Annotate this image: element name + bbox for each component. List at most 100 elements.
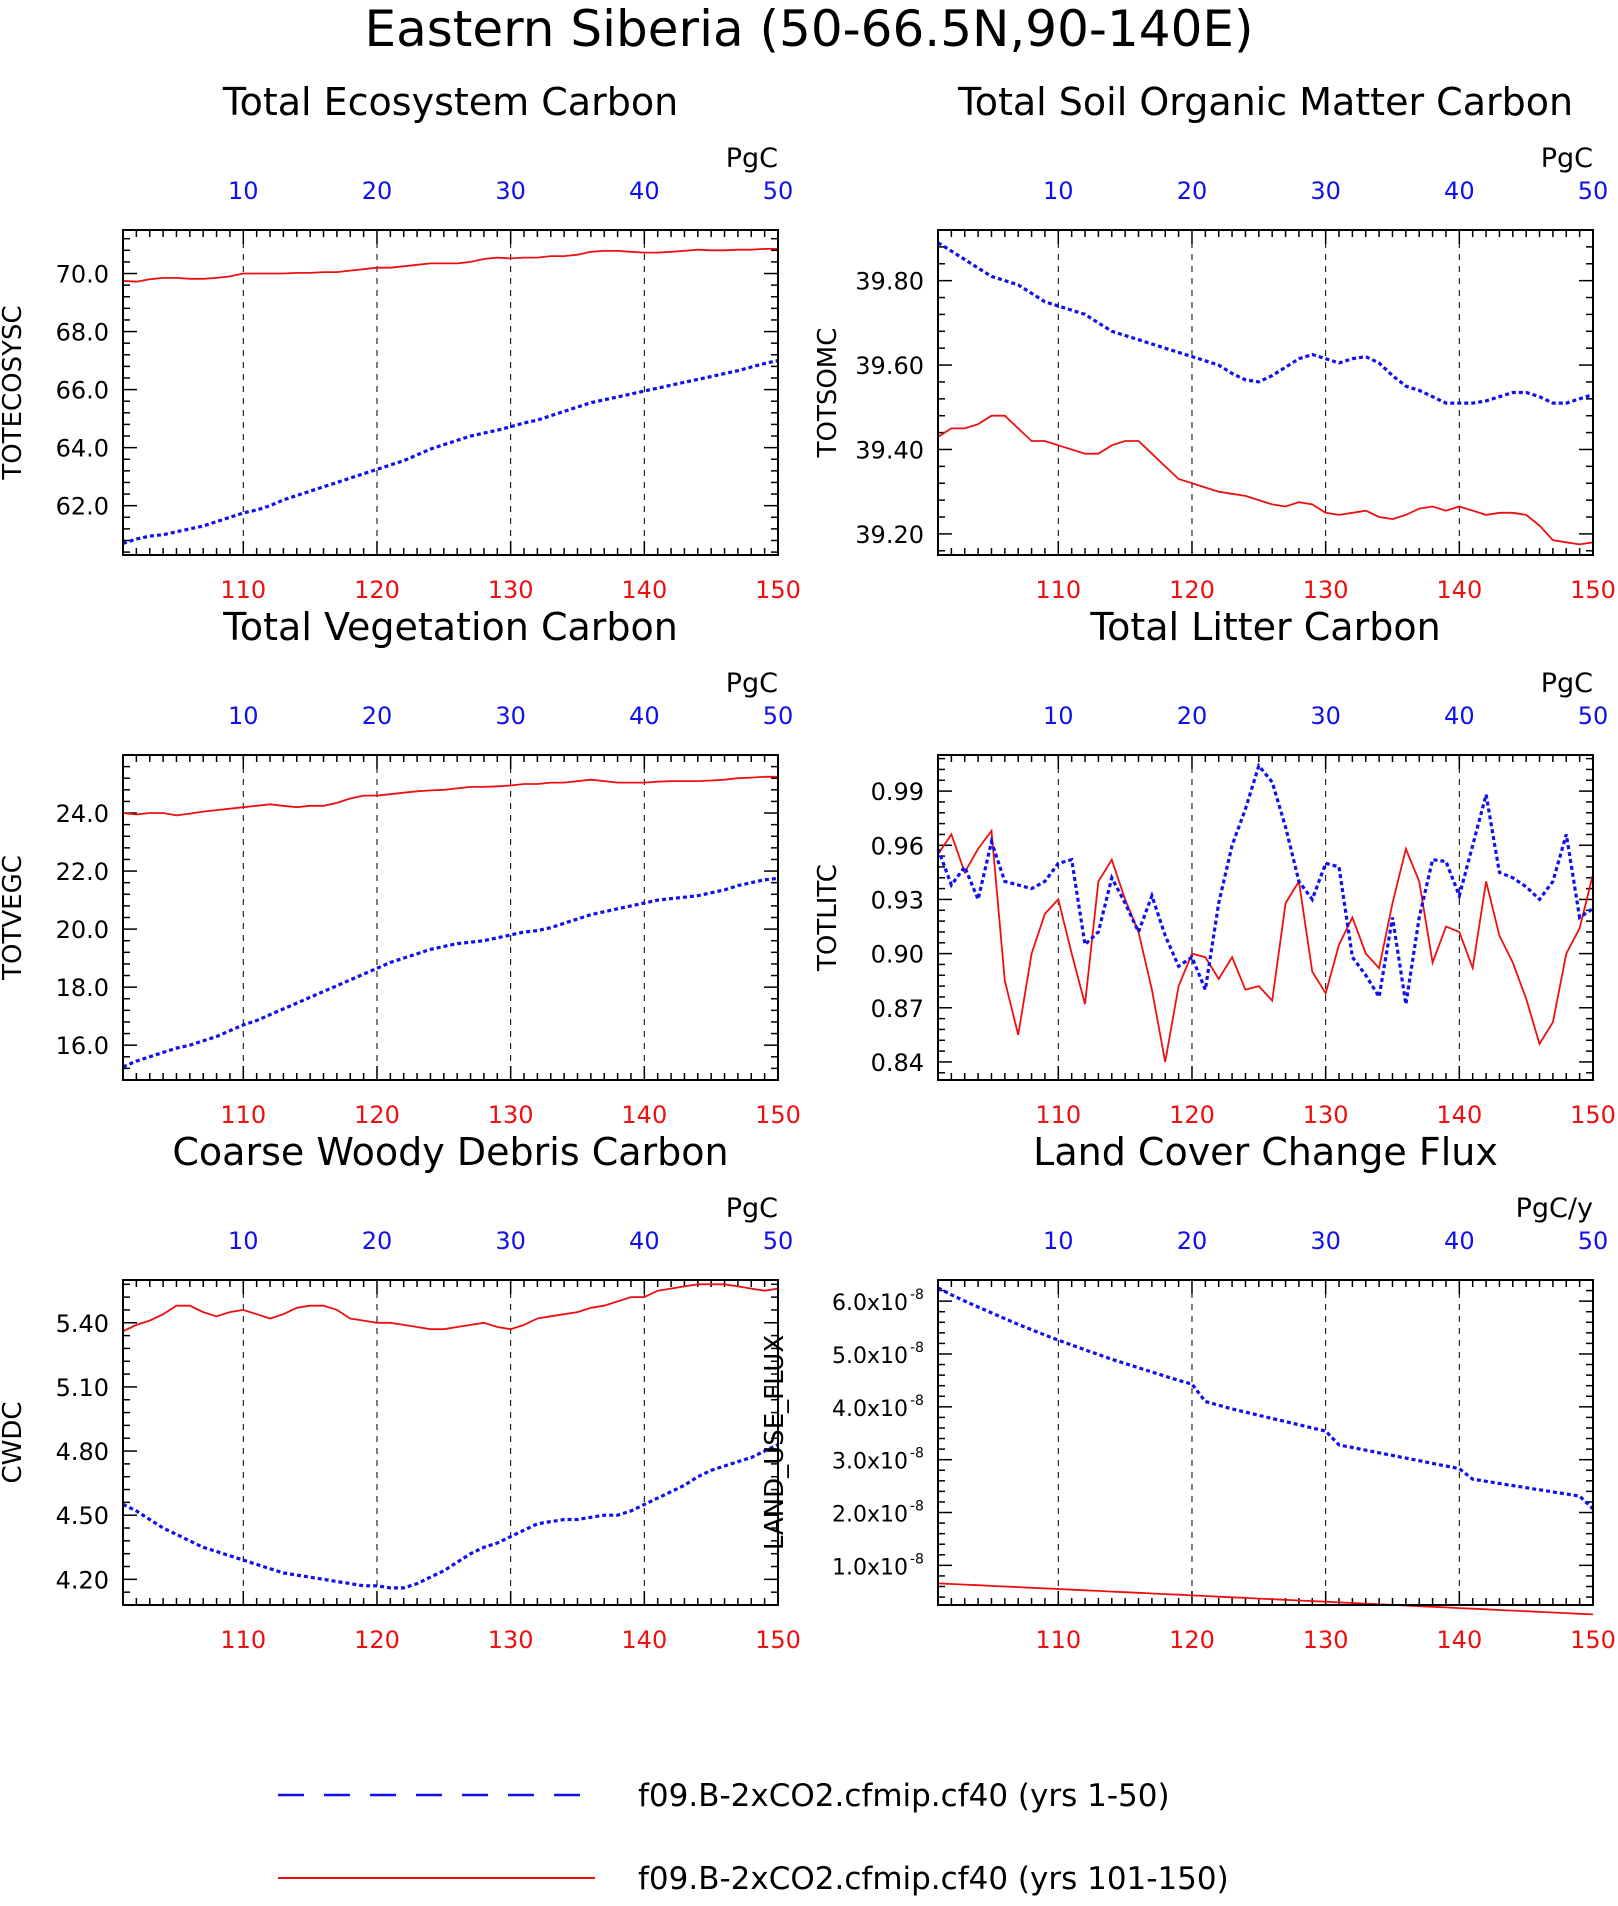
legend: f09.B-2xCO2.cfmip.cf40 (yrs 1-50) f09.B-… <box>278 1778 1229 1897</box>
x-tick-label-bottom: 140 <box>621 1626 667 1654</box>
y-tick-exponent: -8 <box>910 1340 924 1356</box>
y-axis-label: TOTECOSYSC <box>0 305 28 480</box>
x-tick-label-bottom: 120 <box>354 1626 400 1654</box>
x-tick-label-bottom: 140 <box>621 1101 667 1129</box>
x-tick-label-top: 10 <box>1043 1227 1074 1255</box>
x-tick-label-top: 50 <box>763 177 794 205</box>
series-line-yrs-1-50 <box>937 241 1594 405</box>
series-line-yrs-1-50 <box>122 1443 779 1590</box>
chart-title: Land Cover Change Flux <box>1033 1130 1498 1174</box>
x-tick-label-top: 40 <box>1444 1227 1475 1255</box>
y-tick-label: 24.0 <box>56 800 109 828</box>
x-tick-label-bottom: 150 <box>755 576 801 604</box>
x-tick-label-bottom: 120 <box>1169 1101 1215 1129</box>
x-tick-label-top: 40 <box>629 177 660 205</box>
x-tick-label-top: 50 <box>763 702 794 730</box>
y-tick-exponent: -8 <box>910 1551 924 1567</box>
y-axis-label: TOTLITC <box>813 864 843 972</box>
x-tick-label-bottom: 130 <box>1303 1626 1349 1654</box>
chart-panel-2: Total Soil Organic Matter Carbon PgC 110 12… <box>813 80 1616 604</box>
chart-panel-5: Coarse Woody Debris Carbon PgC 110 120 130 14… <box>0 1130 801 1654</box>
chart-panel-6: Land Cover Change Flux PgC/y 110 120 130 140 1… <box>760 1130 1616 1654</box>
series-line-yrs-1-50 <box>122 876 779 1069</box>
y-tick-label: 4.50 <box>56 1502 109 1530</box>
x-tick-label-top: 10 <box>1043 702 1074 730</box>
x-tick-label-top: 50 <box>1578 702 1609 730</box>
x-tick-label-bottom: 110 <box>1035 1101 1081 1129</box>
x-tick-label-bottom: 130 <box>1303 576 1349 604</box>
y-tick-label: 62.0 <box>56 493 109 521</box>
series-line-yrs-101-150 <box>122 1283 779 1333</box>
x-tick-label-top: 40 <box>629 702 660 730</box>
chart-panels: Total Ecosystem Carbon PgC 110 120 130 140 150… <box>0 80 1616 1654</box>
x-tick-label-top: 30 <box>1310 177 1341 205</box>
legend-label-yrs-1-50: f09.B-2xCO2.cfmip.cf40 (yrs 1-50) <box>638 1778 1170 1814</box>
series-line-yrs-101-150 <box>937 828 1594 1063</box>
x-tick-label-bottom: 110 <box>1035 1626 1081 1654</box>
y-tick-label: 0.93 <box>871 886 924 914</box>
x-tick-label-bottom: 150 <box>1570 1101 1616 1129</box>
y-tick-label: 5.0x10 <box>832 1344 908 1369</box>
y-tick-exponent: -8 <box>910 1446 924 1462</box>
x-tick-label-bottom: 130 <box>488 1101 534 1129</box>
y-tick-label: 0.96 <box>871 832 924 860</box>
y-tick-label: 3.0x10 <box>832 1450 908 1475</box>
series-line-yrs-101-150 <box>937 414 1594 546</box>
x-tick-label-top: 50 <box>763 1227 794 1255</box>
x-tick-label-bottom: 120 <box>354 576 400 604</box>
units-label: PgC <box>1541 143 1593 174</box>
series-line-yrs-1-50 <box>937 1286 1595 1510</box>
x-tick-label-bottom: 130 <box>488 576 534 604</box>
plot-frame <box>122 1279 779 1606</box>
x-tick-label-top: 20 <box>1177 1227 1208 1255</box>
y-tick-label: 4.80 <box>56 1438 109 1466</box>
x-tick-label-top: 40 <box>1444 177 1475 205</box>
y-tick-label: 2.0x10 <box>832 1503 908 1528</box>
y-tick-label: 16.0 <box>56 1032 109 1060</box>
x-tick-label-bottom: 140 <box>1436 576 1482 604</box>
x-tick-label-bottom: 120 <box>1169 576 1215 604</box>
y-axis-label: TOTVEGC <box>0 855 28 981</box>
plot-frame <box>937 1279 1594 1606</box>
series-line-yrs-101-150 <box>937 1582 1594 1616</box>
units-label: PgC <box>726 668 778 699</box>
series-line-yrs-1-50 <box>122 359 779 545</box>
x-tick-label-top: 20 <box>362 702 393 730</box>
x-tick-label-bottom: 150 <box>1570 576 1616 604</box>
y-tick-label: 0.99 <box>871 778 924 806</box>
x-tick-label-top: 30 <box>495 702 526 730</box>
plot-frame <box>122 229 779 556</box>
x-tick-label-top: 30 <box>1310 1227 1341 1255</box>
x-tick-label-bottom: 140 <box>621 576 667 604</box>
x-tick-label-bottom: 150 <box>1570 1626 1616 1654</box>
units-label: PgC <box>726 1193 778 1224</box>
y-tick-label: 39.20 <box>855 521 924 549</box>
x-tick-label-bottom: 140 <box>1436 1101 1482 1129</box>
x-tick-label-top: 20 <box>1177 177 1208 205</box>
y-tick-label: 66.0 <box>56 377 109 405</box>
plot-frame <box>937 754 1594 1081</box>
series-line-yrs-1-50 <box>936 762 1594 1005</box>
y-tick-exponent: -8 <box>910 1393 924 1409</box>
chart-panel-3: Total Vegetation Carbon PgC 110 120 130 140 15… <box>0 605 801 1129</box>
y-tick-label: 5.10 <box>56 1374 109 1402</box>
chart-title: Coarse Woody Debris Carbon <box>172 1130 728 1174</box>
x-tick-label-top: 10 <box>228 177 259 205</box>
y-tick-label: 0.87 <box>871 995 924 1023</box>
chart-title: Total Soil Organic Matter Carbon <box>957 80 1573 124</box>
x-tick-label-bottom: 130 <box>1303 1101 1349 1129</box>
x-tick-label-bottom: 110 <box>220 576 266 604</box>
x-tick-label-top: 50 <box>1578 1227 1609 1255</box>
x-tick-label-top: 10 <box>1043 177 1074 205</box>
y-tick-label: 22.0 <box>56 858 109 886</box>
chart-title: Total Vegetation Carbon <box>222 605 678 649</box>
y-tick-label: 4.0x10 <box>832 1397 908 1422</box>
y-axis-label: CWDC <box>0 1401 28 1483</box>
units-label: PgC <box>1541 668 1593 699</box>
x-tick-label-top: 20 <box>362 177 393 205</box>
y-tick-label: 68.0 <box>56 319 109 347</box>
chart-title: Total Ecosystem Carbon <box>222 80 678 124</box>
x-tick-label-bottom: 150 <box>755 1101 801 1129</box>
y-tick-label: 18.0 <box>56 974 109 1002</box>
plot-frame <box>122 754 779 1081</box>
